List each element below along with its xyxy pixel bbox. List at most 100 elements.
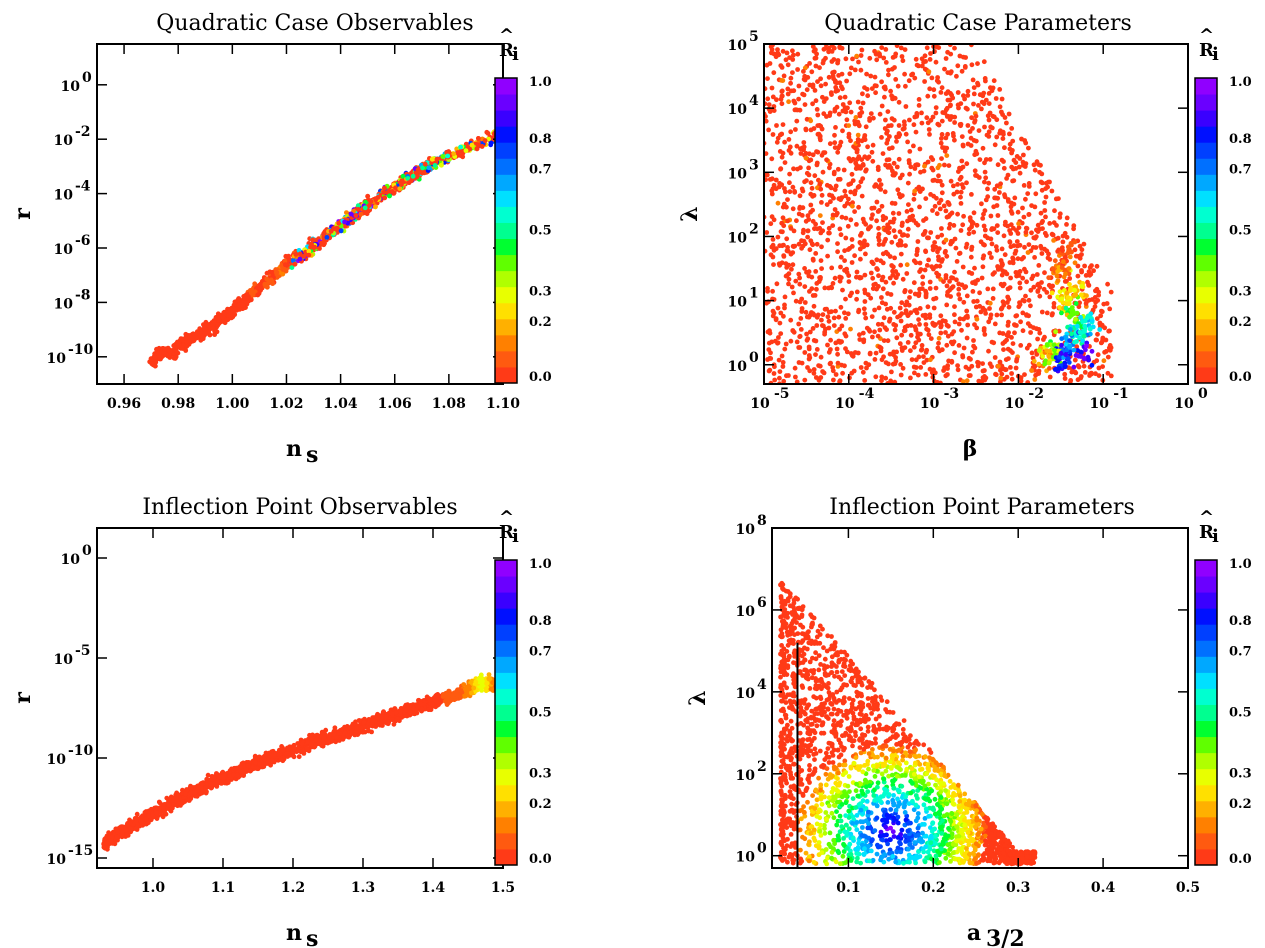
scatter-point: [868, 224, 873, 230]
scatter-point: [938, 178, 943, 184]
scatter-point: [827, 141, 833, 147]
scatter-point: [770, 186, 776, 192]
scatter-point: [933, 244, 939, 250]
scatter-point: [771, 245, 777, 251]
scatter-point: [952, 269, 957, 275]
scatter-point: [897, 305, 903, 311]
scatter-point: [923, 291, 929, 296]
scatter-point: [964, 308, 970, 314]
scatter-point: [772, 377, 778, 383]
scatter-point: [896, 131, 902, 136]
scatter-point: [903, 310, 909, 316]
scatter-point: [780, 78, 786, 83]
scatter-point: [312, 244, 318, 250]
colorbar-title-subscript: i: [1212, 44, 1219, 65]
scatter-point: [899, 348, 905, 353]
scatter-point: [797, 275, 802, 281]
scatter-point: [884, 327, 889, 332]
scatter-point: [951, 223, 957, 228]
x-tick-label: 10: [1005, 396, 1025, 412]
scatter-point: [1108, 373, 1114, 379]
scatter-point: [867, 118, 872, 123]
scatter-point: [938, 313, 944, 319]
scatter-point: [202, 330, 208, 336]
scatter-point: [1032, 235, 1038, 241]
scatter-point: [944, 214, 950, 220]
scatter-point: [930, 157, 936, 163]
scatter-point: [810, 152, 816, 158]
scatter-point: [1004, 176, 1009, 181]
scatter-point: [878, 348, 884, 354]
scatter-point: [979, 201, 984, 207]
scatter-point: [336, 220, 342, 226]
scatter-point: [1014, 239, 1020, 244]
scatter-point: [897, 229, 903, 235]
scatter-point: [838, 264, 843, 270]
scatter-point: [914, 310, 920, 316]
scatter-point: [850, 203, 855, 209]
scatter-point: [930, 374, 936, 380]
scatter-point: [879, 135, 884, 140]
scatter-point: [1071, 347, 1077, 353]
scatter-point: [832, 275, 838, 281]
scatter-point: [950, 95, 956, 101]
scatter-point: [215, 322, 221, 327]
scatter-point: [843, 296, 848, 302]
scatter-point: [1059, 336, 1065, 342]
scatter-point: [183, 348, 189, 353]
scatter-point: [1010, 341, 1016, 346]
scatter-point: [839, 323, 845, 329]
scatter-point: [1105, 354, 1111, 360]
scatter-point: [832, 207, 838, 212]
scatter-point: [828, 360, 833, 366]
scatter-point: [824, 157, 829, 163]
scatter-point: [1009, 335, 1014, 340]
scatter-point: [1044, 348, 1050, 353]
scatter-point: [898, 372, 904, 378]
scatter-point: [818, 76, 823, 82]
scatter-point: [951, 191, 957, 197]
scatter-point: [846, 123, 852, 128]
y-tick-exponent: -10: [68, 342, 94, 358]
scatter-point: [1052, 208, 1057, 214]
scatter-point: [813, 251, 819, 256]
scatter-point: [1029, 350, 1035, 356]
scatter-point: [823, 81, 828, 87]
scatter-point: [962, 65, 968, 70]
scatter-point: [1015, 243, 1020, 249]
scatter-point: [1070, 308, 1076, 314]
scatter-point: [790, 184, 796, 190]
scatter-point: [849, 171, 855, 177]
scatter-point: [903, 83, 908, 89]
scatter-point: [1083, 301, 1089, 306]
scatter-point: [913, 365, 919, 370]
scatter-point: [957, 176, 963, 182]
scatter-point: [211, 320, 217, 325]
scatter-point: [212, 332, 218, 337]
scatter-point: [974, 151, 980, 157]
scatter-point: [777, 132, 783, 138]
scatter-point: [999, 260, 1005, 266]
scatter-point: [818, 83, 824, 89]
scatter-point: [230, 307, 235, 313]
scatter-point: [831, 377, 836, 383]
scatter-point: [970, 220, 976, 226]
colorbar-segment: [1195, 366, 1217, 384]
scatter-point: [815, 112, 821, 118]
scatter-point: [794, 218, 799, 224]
scatter-point: [451, 151, 457, 157]
scatter-point: [1069, 331, 1074, 337]
scatter-point: [879, 103, 885, 109]
scatter-point: [961, 299, 967, 305]
scatter-point: [913, 260, 919, 266]
scatter-point: [957, 296, 963, 302]
scatter-point: [830, 223, 836, 229]
colorbar-segment: [1195, 238, 1217, 256]
scatter-point: [978, 239, 984, 245]
scatter-point: [826, 230, 831, 236]
scatter-point: [793, 374, 798, 380]
scatter-point: [1062, 376, 1068, 381]
scatter-point: [906, 302, 912, 308]
scatter-point: [828, 337, 833, 343]
scatter-point: [821, 46, 827, 52]
